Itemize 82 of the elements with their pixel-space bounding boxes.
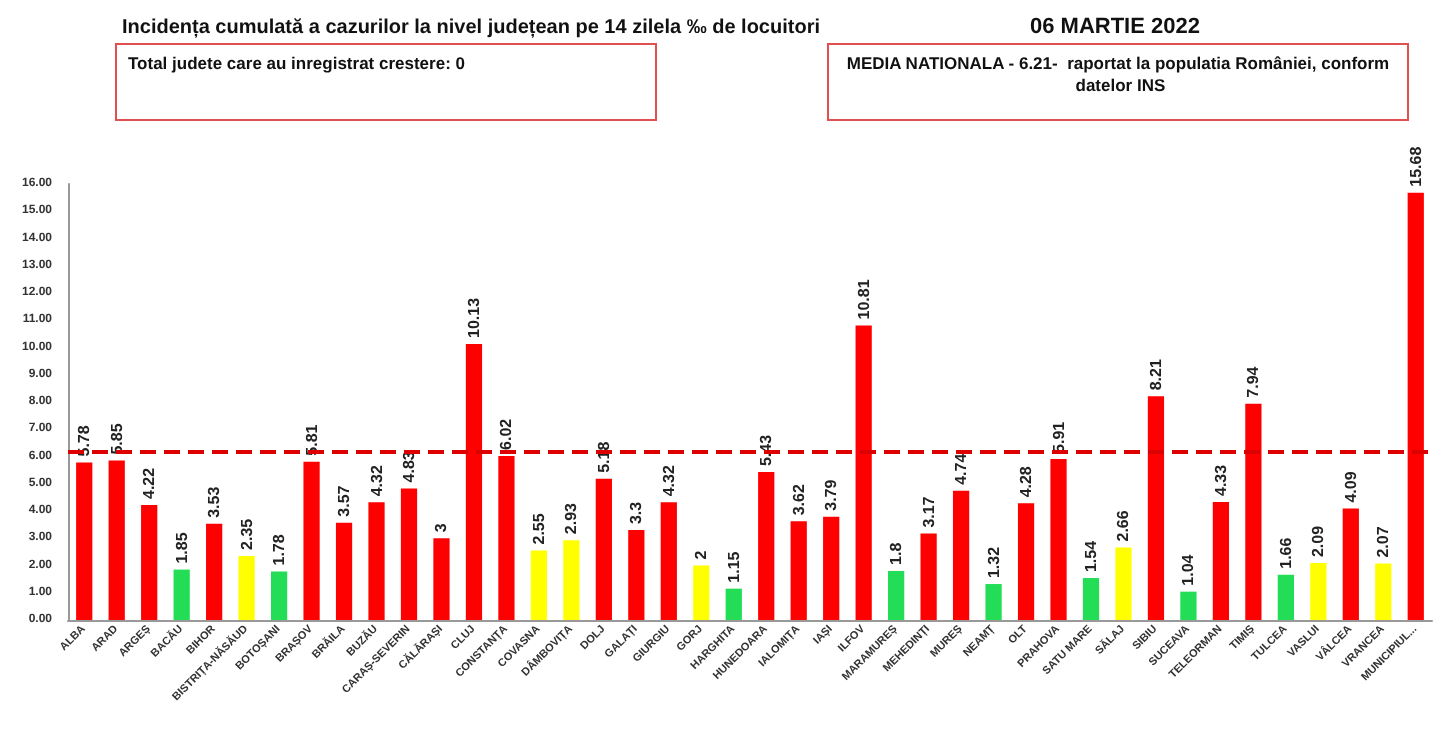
data-label: 1.66 (1276, 536, 1295, 569)
bar (530, 550, 548, 620)
data-label: 3.17 (919, 495, 938, 528)
bar (1212, 502, 1230, 620)
data-label: 2 (692, 549, 711, 560)
data-label: 3 (432, 522, 451, 533)
bar (1245, 403, 1262, 620)
bar (725, 588, 742, 620)
bar (1277, 574, 1294, 620)
bar (660, 502, 677, 620)
data-label: 3.3 (627, 500, 646, 525)
data-label: 4.28 (1017, 465, 1036, 498)
bar (952, 490, 970, 620)
data-label: 1.54 (1082, 539, 1100, 573)
bar (498, 455, 515, 620)
bar (238, 555, 255, 620)
bar (1342, 508, 1359, 620)
bar (595, 478, 612, 620)
data-label: 1.04 (1179, 553, 1198, 586)
bar (1017, 503, 1035, 620)
data-label: 2.55 (529, 512, 548, 545)
data-label: 7.94 (1244, 365, 1263, 398)
bar (758, 472, 775, 620)
bar (823, 516, 840, 620)
data-label: 2.66 (1114, 509, 1133, 542)
data-label: 5.18 (594, 440, 613, 473)
bar (693, 565, 710, 620)
data-label: 1.32 (984, 545, 1003, 579)
bar (270, 571, 288, 620)
data-label: 15.68 (1406, 145, 1425, 187)
bar (368, 502, 385, 620)
bar (888, 570, 905, 620)
data-label: 3.57 (335, 484, 354, 517)
data-label: 1.78 (270, 533, 289, 566)
data-label: 1.85 (172, 531, 191, 564)
bar (433, 538, 450, 620)
bar (1082, 578, 1100, 620)
data-label: 10.81 (854, 278, 873, 320)
bar (335, 522, 353, 620)
bar (173, 569, 190, 620)
bar (1115, 547, 1132, 620)
data-label: 3.79 (822, 478, 841, 511)
data-label: 4.33 (1211, 463, 1230, 497)
data-label: 4.74 (952, 452, 971, 485)
bar (76, 462, 93, 620)
data-label: 2.35 (237, 517, 256, 550)
bar (1310, 563, 1327, 620)
chart-subtitle: 06 MARTIE 2022 (1030, 15, 1200, 39)
data-label: 1.8 (887, 541, 906, 565)
bar (303, 461, 320, 620)
bar (108, 460, 125, 620)
bar (920, 533, 937, 620)
data-label: 2.93 (562, 501, 581, 535)
data-label: 3.53 (205, 485, 224, 518)
data-label: 4.09 (1341, 470, 1360, 503)
data-label: 1.15 (724, 550, 743, 583)
bar (790, 521, 807, 620)
bar (400, 488, 418, 620)
bar (1375, 563, 1392, 620)
text: Total judete care au inregistrat crestere: 0 (128, 53, 466, 73)
data-label: 4.32 (367, 464, 386, 497)
bar (1407, 192, 1424, 620)
data-label: 4.32 (659, 464, 678, 497)
bar (465, 343, 483, 620)
bar (1147, 396, 1165, 620)
bar (1050, 458, 1067, 620)
data-label: 4.22 (140, 466, 159, 500)
data-label: 2.07 (1374, 525, 1393, 558)
bar (141, 505, 158, 620)
data-label: 6.02 (497, 417, 516, 450)
bar (855, 325, 872, 620)
data-label: 3.62 (789, 483, 808, 516)
bar (563, 540, 580, 620)
text: MEDIA NATIONALA - 6.21- raportat la populatia României, conform datelor INS (846, 53, 1391, 95)
data-label: 10.13 (464, 296, 483, 338)
data-label: 8.21 (1146, 358, 1165, 391)
data-label: 2.09 (1309, 524, 1328, 558)
bar (206, 523, 223, 620)
bar (628, 530, 645, 620)
bar (985, 584, 1002, 620)
chart-title: Incidența cumulată a cazurilor la nivel județean pe 14 zilela ‰ de locuitori (122, 17, 821, 39)
bar (1180, 591, 1197, 620)
